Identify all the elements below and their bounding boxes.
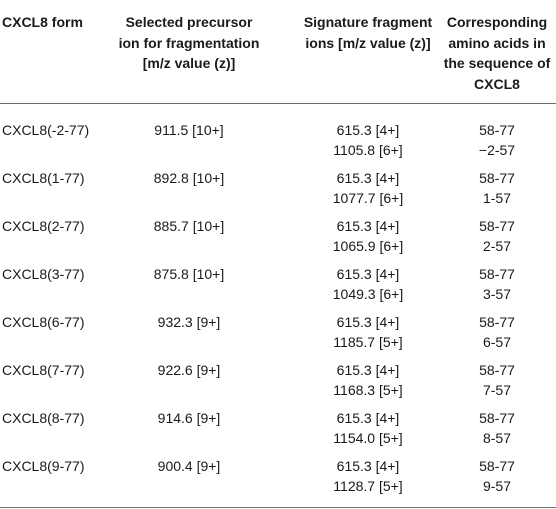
fragment-ion: 615.3 [4+]	[336, 122, 400, 138]
amino-range: 58-77	[479, 218, 515, 234]
cell-form: CXCL8(2-77)	[2, 218, 85, 234]
cell-form: CXCL8(-2-77)	[2, 122, 90, 138]
table-row: CXCL8(9-77) 900.4 [9+] 615.3 [4+] 1128.7…	[0, 456, 556, 504]
amino-range: 58-77	[479, 266, 515, 282]
cell-precursor: 914.6 [9+]	[157, 410, 221, 426]
cell-precursor: 885.7 [10+]	[153, 218, 225, 234]
table-row: CXCL8(7-77) 922.6 [9+] 615.3 [4+] 1168.3…	[0, 360, 556, 408]
amino-range: 8-57	[482, 430, 512, 446]
cell-form: CXCL8(8-77)	[2, 410, 85, 426]
cell-fragments: 615.3 [4+] 1128.7 [5+]	[300, 456, 436, 496]
cell-amino: 58-77 9-57	[438, 456, 556, 496]
cell-amino: 58-77 3-57	[438, 264, 556, 304]
amino-range: 58-77	[479, 170, 515, 186]
cell-form: CXCL8(1-77)	[2, 170, 85, 186]
amino-range: 58-77	[479, 362, 515, 378]
fragment-ion: 1154.0 [5+]	[333, 430, 403, 446]
fragment-ion: 1077.7 [6+]	[332, 190, 404, 206]
amino-range: 6-57	[482, 334, 512, 350]
fragment-ion: 615.3 [4+]	[336, 458, 400, 474]
amino-range: −2-57	[478, 142, 516, 158]
cell-precursor: 932.3 [9+]	[157, 314, 221, 330]
table-row: CXCL8(2-77) 885.7 [10+] 615.3 [4+] 1065.…	[0, 216, 556, 264]
header-cxcl8-form: CXCL8 form	[2, 14, 83, 30]
cell-amino: 58-77 1-57	[438, 168, 556, 208]
fragment-ion: 615.3 [4+]	[336, 218, 400, 234]
cell-form: CXCL8(3-77)	[2, 266, 85, 282]
amino-range: 58-77	[479, 122, 515, 138]
amino-range: 3-57	[482, 286, 512, 302]
cell-precursor: 875.8 [10+]	[153, 266, 225, 282]
table-row: CXCL8(3-77) 875.8 [10+] 615.3 [4+] 1049.…	[0, 264, 556, 312]
table-bottom-rule	[0, 507, 556, 508]
cell-form: CXCL8(7-77)	[2, 362, 85, 378]
cell-precursor: 922.6 [9+]	[157, 362, 221, 378]
cell-amino: 58-77 2-57	[438, 216, 556, 256]
amino-range: 2-57	[482, 238, 512, 254]
cell-fragments: 615.3 [4+] 1154.0 [5+]	[300, 408, 436, 448]
cell-amino: 58-77 6-57	[438, 312, 556, 352]
table-header: CXCL8 form Selected precursor ion for fr…	[0, 0, 556, 104]
table-row: CXCL8(1-77) 892.8 [10+] 615.3 [4+] 1077.…	[0, 168, 556, 216]
cell-amino: 58-77 7-57	[438, 360, 556, 400]
fragment-ion: 615.3 [4+]	[336, 314, 400, 330]
cell-fragments: 615.3 [4+] 1185.7 [5+]	[300, 312, 436, 352]
amino-range: 1-57	[482, 190, 512, 206]
cell-form: CXCL8(6-77)	[2, 314, 85, 330]
cell-fragments: 615.3 [4+] 1168.3 [5+]	[300, 360, 436, 400]
cell-precursor: 911.5 [10+]	[154, 122, 224, 138]
cell-form: CXCL8(9-77)	[2, 458, 85, 474]
amino-range: 58-77	[479, 410, 515, 426]
cell-fragments: 615.3 [4+] 1065.9 [6+]	[300, 216, 436, 256]
fragment-ion: 1049.3 [6+]	[332, 286, 404, 302]
amino-range: 58-77	[479, 458, 515, 474]
cell-precursor: 892.8 [10+]	[153, 170, 225, 186]
fragment-ion: 615.3 [4+]	[336, 410, 400, 426]
fragment-ion: 615.3 [4+]	[336, 266, 400, 282]
header-precursor-ion: Selected precursor ion for fragmentation…	[118, 14, 260, 71]
fragment-ion: 615.3 [4+]	[336, 362, 400, 378]
cell-fragments: 615.3 [4+] 1105.8 [6+]	[300, 120, 436, 160]
header-amino-acids: Corresponding amino acids in the sequenc…	[443, 14, 551, 92]
fragment-ion: 615.3 [4+]	[336, 170, 400, 186]
fragment-ion: 1185.7 [5+]	[333, 334, 403, 350]
fragment-ion: 1105.8 [6+]	[333, 142, 403, 158]
amino-range: 58-77	[479, 314, 515, 330]
cell-fragments: 615.3 [4+] 1077.7 [6+]	[300, 168, 436, 208]
amino-range: 7-57	[482, 382, 512, 398]
amino-range: 9-57	[482, 478, 512, 494]
fragment-ion: 1168.3 [5+]	[333, 382, 403, 398]
cell-fragments: 615.3 [4+] 1049.3 [6+]	[300, 264, 436, 304]
cell-amino: 58-77 −2-57	[438, 120, 556, 160]
table-row: CXCL8(8-77) 914.6 [9+] 615.3 [4+] 1154.0…	[0, 408, 556, 456]
cell-precursor: 900.4 [9+]	[157, 458, 221, 474]
fragment-ion: 1128.7 [5+]	[333, 478, 403, 494]
cell-amino: 58-77 8-57	[438, 408, 556, 448]
table-row: CXCL8(-2-77) 911.5 [10+] 615.3 [4+] 1105…	[0, 120, 556, 168]
table-row: CXCL8(6-77) 932.3 [9+] 615.3 [4+] 1185.7…	[0, 312, 556, 360]
fragment-ion: 1065.9 [6+]	[332, 238, 404, 254]
header-fragment-ions: Signature fragment ions [m/z value (z)]	[303, 14, 433, 51]
